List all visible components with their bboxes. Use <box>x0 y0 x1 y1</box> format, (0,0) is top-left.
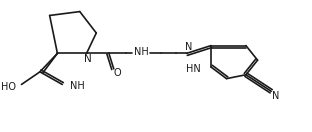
Text: N: N <box>272 91 280 101</box>
Text: NH: NH <box>134 47 149 57</box>
Text: NH: NH <box>70 81 85 91</box>
Text: N: N <box>84 54 91 64</box>
Text: HN: HN <box>187 64 201 74</box>
Text: HO: HO <box>1 82 16 92</box>
Text: O: O <box>114 68 121 78</box>
Text: N: N <box>185 42 192 52</box>
